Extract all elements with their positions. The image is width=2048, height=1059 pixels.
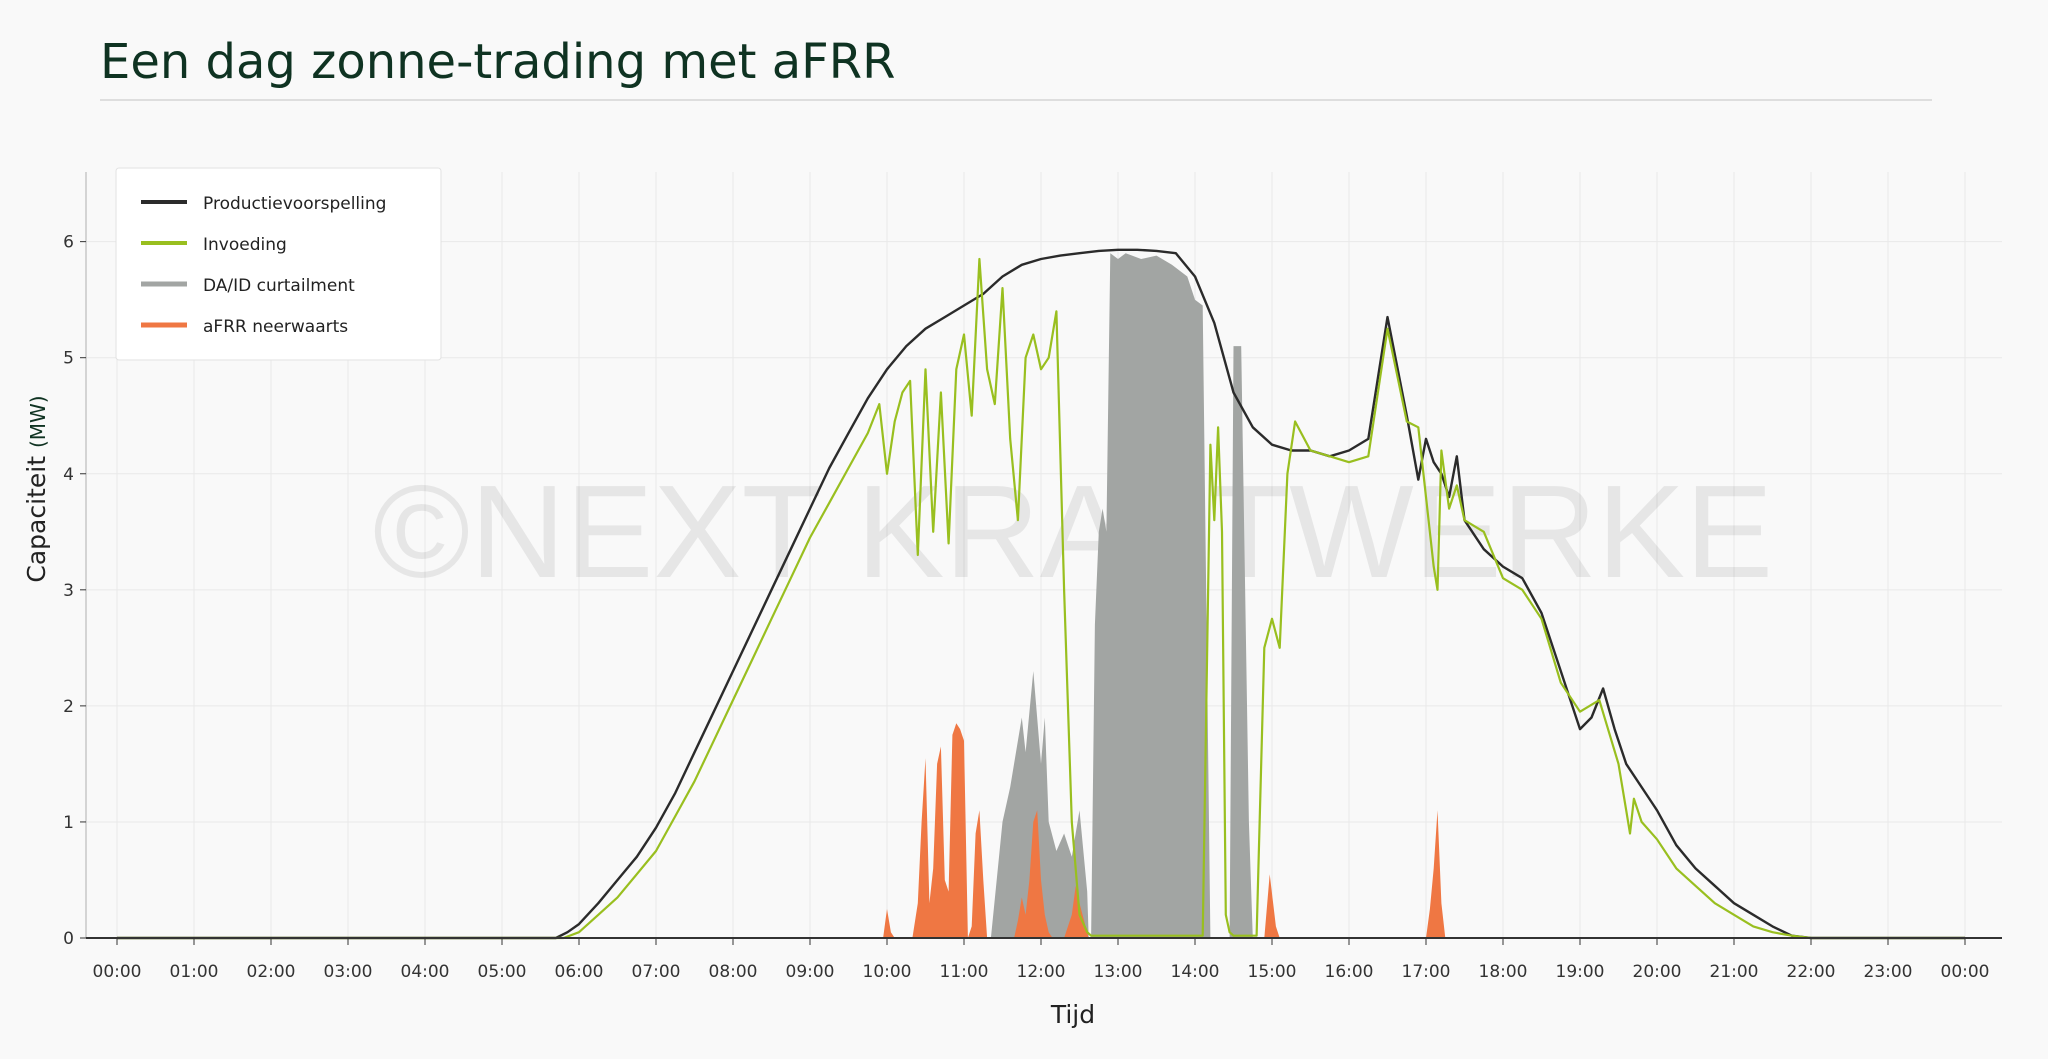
x-tick-label: 14:00 [1171, 962, 1220, 982]
x-tick-label: 16:00 [1325, 962, 1374, 982]
legend-box [115, 167, 442, 361]
x-tick-label: 11:00 [940, 962, 989, 982]
x-tick-label: 03:00 [324, 962, 373, 982]
x-tick-label: 02:00 [247, 962, 296, 982]
x-tick-label: 06:00 [555, 962, 604, 982]
x-tick-label: 12:00 [1017, 962, 1066, 982]
legend-label: Invoeding [203, 235, 287, 255]
watermark: ©NEXT KRAFTWERKE [373, 458, 1773, 605]
x-tick-label: 22:00 [1787, 962, 1836, 982]
x-tick-label: 00:00 [1941, 962, 1990, 982]
x-tick-label: 20:00 [1633, 962, 1682, 982]
x-tick-label: 21:00 [1710, 962, 1759, 982]
series-layer [117, 248, 1965, 940]
y-tick-label: 0 [63, 929, 74, 949]
y-tick-label: 5 [63, 349, 74, 369]
y-tick-label: 2 [63, 697, 74, 717]
y-tick-label: 6 [63, 233, 74, 253]
x-tick-label: 04:00 [401, 962, 450, 982]
x-tick-label: 08:00 [709, 962, 758, 982]
y-axis-label: Capaciteit [22, 456, 51, 583]
x-tick-label: 19:00 [1556, 962, 1605, 982]
x-tick-label: 05:00 [478, 962, 527, 982]
title-divider [100, 99, 1932, 101]
y-tick-label: 3 [63, 581, 74, 601]
series-3-area [883, 723, 1446, 938]
page-title: Een dag zonne-trading met aFRR [100, 34, 896, 90]
x-tick-label: 18:00 [1479, 962, 1528, 982]
x-tick-label: 13:00 [1094, 962, 1143, 982]
legend-label: aFRR neerwaarts [203, 317, 348, 337]
x-tick-label: 15:00 [1248, 962, 1297, 982]
x-axis-title: Tijd [1050, 1000, 1095, 1029]
legend: Productievoorspelling Invoeding DA/ID curt… [115, 167, 442, 361]
x-tick-label: 01:00 [170, 962, 219, 982]
legend-label: Productievoorspelling [203, 194, 386, 214]
y-axis-unit: (MW) [26, 395, 50, 448]
series-1-line [117, 257, 1965, 940]
x-tick-label: 00:00 [93, 962, 142, 982]
series-2-area [990, 253, 1257, 938]
y-axis-title: Capaciteit (MW) [22, 395, 51, 582]
series-0-line [117, 248, 1965, 940]
ticks: 00:00 01:00 02:00 03:00 04:00 05:00 06:00 07:00… [63, 233, 1989, 982]
y-tick-label: 4 [63, 465, 74, 485]
x-tick-label: 07:00 [632, 962, 681, 982]
x-tick-label: 23:00 [1864, 962, 1913, 982]
x-tick-label: 09:00 [786, 962, 835, 982]
axes [85, 172, 2002, 939]
legend-label: DA/ID curtailment [203, 276, 355, 296]
x-tick-label: 10:00 [863, 962, 912, 982]
y-tick-label: 1 [63, 813, 74, 833]
x-tick-label: 17:00 [1402, 962, 1451, 982]
